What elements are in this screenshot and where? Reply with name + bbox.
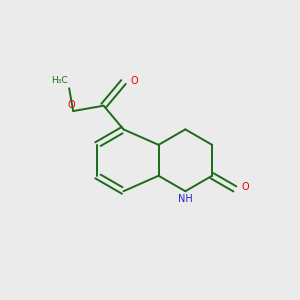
Text: O: O: [131, 76, 139, 85]
Text: H₃C: H₃C: [51, 76, 68, 85]
Text: O: O: [68, 100, 76, 110]
Text: NH: NH: [178, 194, 193, 204]
Text: O: O: [241, 182, 249, 192]
